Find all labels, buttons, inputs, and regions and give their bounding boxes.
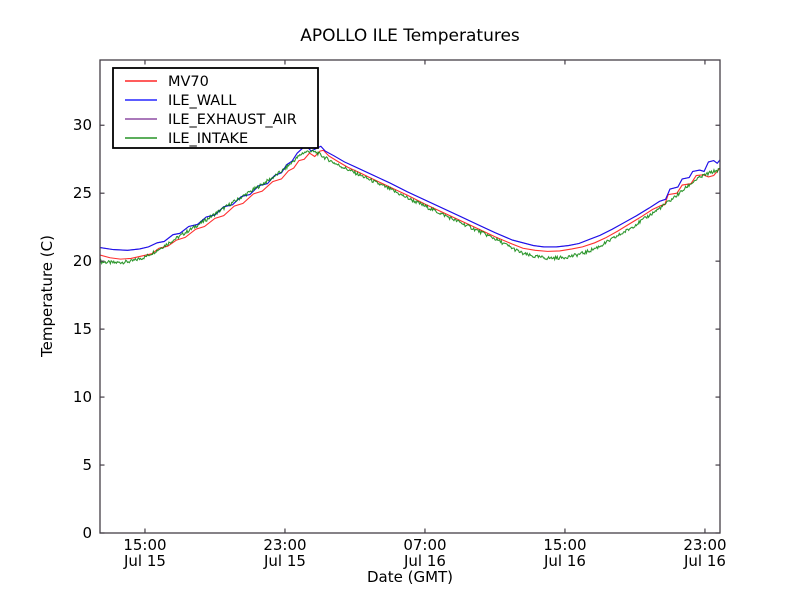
y-tick-label: 10 xyxy=(73,388,92,406)
x-tick-date-label: Jul 15 xyxy=(123,552,166,570)
x-tick-time-label: 23:00 xyxy=(683,536,726,554)
chart-title: APOLLO ILE Temperatures xyxy=(300,26,520,46)
legend-rows: MV70 ILE_WALL ILE_EXHAUST_AIR ILE_INTAKE xyxy=(125,74,297,147)
legend-label-ile_wall: ILE_WALL xyxy=(168,93,236,109)
x-tick-time-label: 15:00 xyxy=(123,536,166,554)
series-line-ile_wall xyxy=(100,144,720,251)
plot-area-frame xyxy=(99,59,721,534)
legend: MV70 ILE_WALL ILE_EXHAUST_AIR ILE_INTAKE xyxy=(112,67,319,149)
y-tick-label: 5 xyxy=(82,456,92,474)
series-line-ile_intake xyxy=(100,149,720,266)
y-tick-label: 0 xyxy=(82,524,92,542)
x-axis-label: Date (GMT) xyxy=(367,568,453,586)
legend-label-ile_intake: ILE_INTAKE xyxy=(168,131,248,147)
legend-label-mv70: MV70 xyxy=(168,74,209,90)
x-tick-date-label: Jul 16 xyxy=(403,552,446,570)
ticks-layer xyxy=(100,60,720,534)
y-tick-label: 15 xyxy=(73,320,92,338)
x-tick-date-label: Jul 16 xyxy=(683,552,726,570)
x-tick-time-label: 23:00 xyxy=(263,536,306,554)
y-axis-tick-labels: 0 5 10 15 20 25 30 xyxy=(73,116,92,542)
x-tick-time-label: 07:00 xyxy=(403,536,446,554)
x-tick-date-label: Jul 15 xyxy=(263,552,306,570)
x-tick-date-label: Jul 16 xyxy=(543,552,586,570)
series-layer xyxy=(100,144,720,266)
y-tick-label: 25 xyxy=(73,184,92,202)
legend-label-ile_exhaust_air: ILE_EXHAUST_AIR xyxy=(168,112,297,128)
y-axis-label: Temperature (C) xyxy=(38,235,56,358)
x-tick-time-label: 15:00 xyxy=(543,536,586,554)
y-tick-label: 30 xyxy=(73,116,92,134)
y-tick-label: 20 xyxy=(73,252,92,270)
